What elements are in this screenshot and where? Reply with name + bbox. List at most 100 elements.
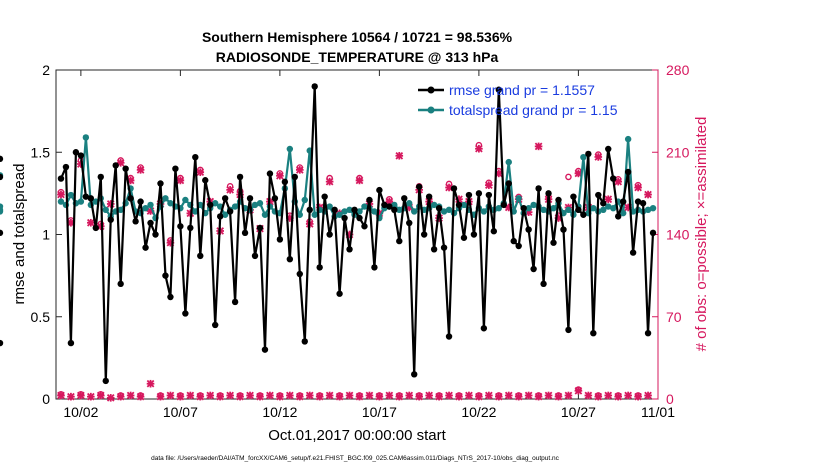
rmse-point — [480, 325, 488, 332]
rmse-point — [172, 165, 179, 172]
y-right-tick-label: 280 — [666, 62, 690, 78]
x-tick-label: 10/17 — [362, 404, 397, 420]
rmse-point — [614, 213, 622, 220]
rmse-point — [57, 175, 65, 182]
totalspread-point — [371, 208, 378, 215]
obs-assimilated-marker — [266, 391, 274, 400]
rmse-point — [575, 206, 582, 214]
rmse-point — [92, 224, 100, 232]
totalspread-point — [162, 195, 169, 202]
rmse-point — [649, 229, 657, 237]
obs-assimilated-marker — [504, 391, 513, 400]
rmse-point — [595, 191, 602, 199]
rmse-point — [152, 231, 159, 238]
rmse-point — [590, 330, 597, 337]
rmse-point — [525, 226, 532, 233]
obs-assimilated-marker — [614, 392, 623, 401]
rmse-point — [241, 229, 249, 237]
rmse-point — [406, 219, 413, 227]
rmse-point — [162, 272, 169, 279]
totalspread-point — [580, 153, 587, 161]
rmse-point — [361, 223, 368, 230]
totalspread-point — [540, 206, 547, 214]
rmse-point — [415, 183, 423, 190]
x-axis-ticks: 10/02 10/07 10/12 10/17 10/22 10/27 11/01 — [63, 70, 675, 420]
rmse-point — [485, 191, 493, 199]
totalspread-point — [0, 208, 4, 215]
obs-assimilated-marker — [146, 379, 155, 388]
rmse-point — [212, 321, 219, 329]
y-right-tick-label: 70 — [666, 309, 682, 325]
y-axis-right-label: # of obs: o=possible; ×=assimilated — [693, 117, 710, 352]
totalspread-point — [644, 206, 652, 214]
totalspread-point — [336, 211, 343, 218]
rmse-point — [301, 338, 308, 345]
rmse-point — [455, 201, 463, 209]
obs-assimilated-marker — [295, 392, 304, 401]
y-axis-left-ticks: 0 0.5 1 1.5 2 — [31, 62, 62, 407]
rmse-point — [401, 195, 408, 202]
obs-assimilated-marker — [644, 391, 652, 400]
totalspread-point — [167, 200, 174, 207]
rmse-point — [386, 203, 393, 210]
obs-assimilated-marker — [485, 391, 493, 400]
obs-assimilated-marker — [445, 391, 453, 400]
rmse-point — [430, 246, 438, 253]
totalspread-point — [624, 135, 632, 143]
y-right-tick-label: 210 — [666, 144, 690, 160]
totalspread-point — [251, 201, 259, 209]
chart-title-line-1: Southern Hemisphere 10564 / 10721 = 98.5… — [202, 29, 513, 45]
rmse-point — [610, 175, 617, 182]
rmse-point — [440, 244, 448, 251]
x-tick-label: 10/07 — [163, 404, 198, 420]
totalspread-point — [525, 204, 532, 212]
rmse-point — [311, 83, 318, 90]
rmse-point — [445, 333, 453, 340]
rmse-point — [465, 191, 473, 199]
totalspread-point — [600, 206, 607, 214]
totalspread-point — [301, 196, 308, 204]
obs-assimilated-marker — [574, 386, 583, 395]
rmse-point — [142, 244, 149, 251]
y-axis-left-label: rmse and totalspread — [11, 164, 28, 305]
totalspread-point — [391, 201, 398, 209]
y-left-tick-label: 1 — [42, 227, 50, 243]
rmse-point — [236, 173, 244, 181]
rmse-point — [585, 150, 592, 158]
rmse-point — [605, 145, 612, 153]
rmse-point — [127, 195, 134, 202]
obs-assimilated-marker — [285, 391, 294, 400]
obs-assimilated-marker — [485, 181, 493, 189]
legend-spread-marker — [427, 106, 435, 114]
rmse-point — [565, 326, 572, 334]
y-right-tick-label: 140 — [666, 227, 690, 243]
obs-assimilated-marker — [594, 392, 603, 401]
rmse-point — [0, 339, 4, 347]
rmse-point — [351, 206, 358, 214]
rmse-point — [266, 170, 274, 177]
rmse-point — [381, 201, 388, 209]
obs-assimilated-marker — [226, 186, 234, 194]
x-axis-label: Oct.01,2017 00:00:00 start — [268, 427, 446, 444]
rmse-point — [0, 229, 4, 237]
totalspread-point — [296, 211, 303, 218]
rmse-point — [505, 180, 512, 187]
rmse-point — [221, 195, 229, 202]
obs-assimilated-marker — [325, 177, 334, 186]
totalspread-point — [590, 204, 597, 212]
rmse-point — [67, 339, 75, 347]
totalspread-point — [445, 206, 453, 214]
totalspread-point — [261, 211, 269, 218]
totalspread-point — [411, 208, 418, 215]
totalspread-point — [77, 198, 85, 205]
totalspread-point — [212, 200, 219, 207]
rmse-point — [281, 178, 289, 186]
obs-assimilated-marker — [315, 392, 324, 401]
rmse-point — [624, 168, 632, 176]
rmse-point — [192, 153, 199, 161]
rmse-point — [177, 223, 184, 230]
rmse-point — [346, 246, 353, 253]
totalspread-point — [649, 204, 657, 212]
obs-assimilated-marker — [604, 195, 613, 204]
obs-assimilated-marker — [166, 391, 175, 400]
